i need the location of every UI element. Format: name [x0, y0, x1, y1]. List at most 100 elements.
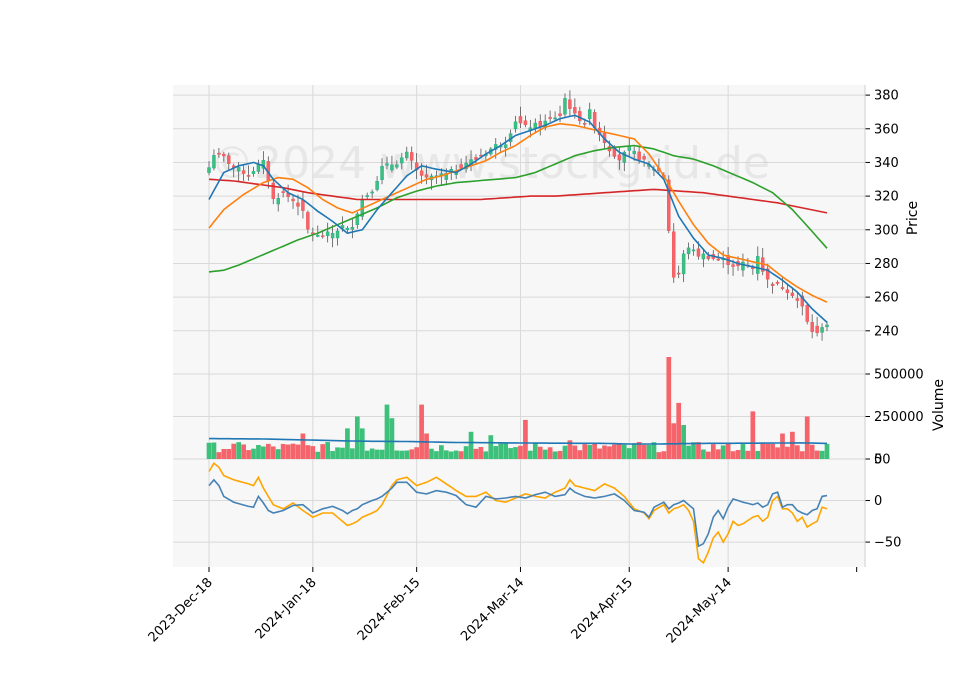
volume-bar — [211, 442, 217, 459]
candle-body — [459, 164, 463, 169]
oscillator-tick-label: −50 — [874, 536, 901, 551]
candle-body — [637, 151, 641, 160]
price-moving-averages — [208, 114, 828, 323]
candle-body — [518, 116, 523, 124]
volume-bar — [419, 404, 424, 459]
volume-bar — [508, 448, 513, 459]
volume-bar — [537, 446, 543, 459]
volume-bar — [760, 443, 766, 459]
volume-bar — [241, 444, 246, 459]
volume-tick-label: 500000 — [874, 368, 924, 383]
volume-bar — [285, 444, 291, 459]
volume-bar — [493, 446, 499, 459]
candle-body — [503, 144, 508, 148]
volume-bar — [710, 444, 716, 459]
volume-bar — [409, 449, 415, 459]
sma-slow-line — [208, 144, 828, 273]
candle-body — [424, 174, 429, 178]
volume-bar — [597, 448, 602, 459]
volume-bar — [261, 446, 266, 459]
volume-bar — [429, 448, 434, 459]
volume-bar — [350, 448, 355, 459]
volume-bar — [206, 442, 212, 459]
oscillator-lines — [208, 461, 828, 565]
volume-bar — [369, 448, 375, 459]
volume-bar — [686, 445, 691, 459]
candle-body — [765, 268, 770, 280]
price-panel-frame — [173, 85, 865, 351]
candle-body — [701, 253, 706, 260]
candle-body — [311, 232, 315, 235]
candle-body — [617, 154, 622, 161]
volume-bar — [443, 450, 449, 459]
volume-bar — [626, 448, 632, 459]
candle-body — [548, 117, 552, 119]
volume-bar — [518, 445, 523, 459]
volume-bar — [612, 444, 617, 459]
volume-bar — [765, 443, 771, 459]
volume-axis-label: Volume — [931, 379, 947, 431]
watermark: ©2024 www.stockgrid.de — [210, 138, 770, 189]
candle-body — [385, 163, 389, 166]
candle-body — [246, 175, 251, 177]
volume-bar — [345, 428, 350, 459]
candle-body — [775, 281, 780, 284]
candle-body — [810, 322, 814, 332]
oscillator-panel-frame — [173, 459, 865, 567]
volume-bar — [705, 451, 711, 459]
oscillator-line-a — [208, 478, 828, 548]
volume-bar — [547, 447, 553, 459]
candle-body — [212, 155, 216, 169]
candle-body — [241, 170, 246, 174]
price-axis-label: Price — [905, 201, 921, 235]
candle-body — [622, 151, 627, 163]
volume-bar — [775, 447, 780, 459]
candle-body — [370, 191, 374, 194]
candle-body — [672, 231, 676, 278]
volume-bar — [270, 446, 276, 459]
volume-bar — [621, 444, 627, 459]
price-tick-label: 280 — [874, 257, 899, 272]
oscillator-tick-label: 0 — [874, 494, 882, 509]
volume-bar — [730, 451, 736, 459]
volume-bar — [305, 445, 311, 459]
candle-body — [207, 167, 211, 173]
volume-bar — [636, 442, 642, 459]
candle-body — [756, 256, 760, 274]
volume-bar — [819, 450, 825, 459]
volume-bar — [330, 451, 335, 459]
volume-bar — [552, 451, 558, 459]
price-tick-label: 340 — [874, 156, 899, 171]
volume-bar — [799, 451, 805, 459]
price-tick-label: 240 — [874, 324, 899, 339]
volume-bar — [374, 449, 380, 459]
volume-bar — [488, 435, 494, 459]
volume-bar — [463, 446, 469, 459]
volume-bar — [246, 450, 251, 459]
candle-body — [261, 160, 266, 169]
candle-body — [587, 109, 592, 120]
volume-bar — [592, 443, 597, 459]
volume-bar — [320, 444, 326, 459]
volume-bar — [557, 450, 563, 459]
candle-body — [390, 164, 394, 171]
volume-bar — [794, 445, 800, 459]
candle-body — [355, 213, 360, 225]
volume-bar — [364, 450, 370, 459]
candle-body — [316, 235, 320, 237]
volume-bar — [290, 443, 296, 459]
volume-bar — [696, 442, 701, 459]
candle-body — [573, 107, 577, 114]
candle-body — [642, 156, 646, 160]
volume-bar — [542, 449, 548, 459]
volume-bar — [681, 425, 686, 459]
volume-bar — [478, 446, 484, 459]
candle-body — [795, 298, 800, 301]
candle-body — [281, 191, 285, 193]
volume-bar — [275, 449, 281, 459]
candle-body — [632, 150, 636, 155]
candle-body — [780, 287, 785, 289]
volume-bars — [206, 357, 830, 459]
volume-bar — [745, 450, 751, 459]
volume-bar — [439, 445, 444, 459]
